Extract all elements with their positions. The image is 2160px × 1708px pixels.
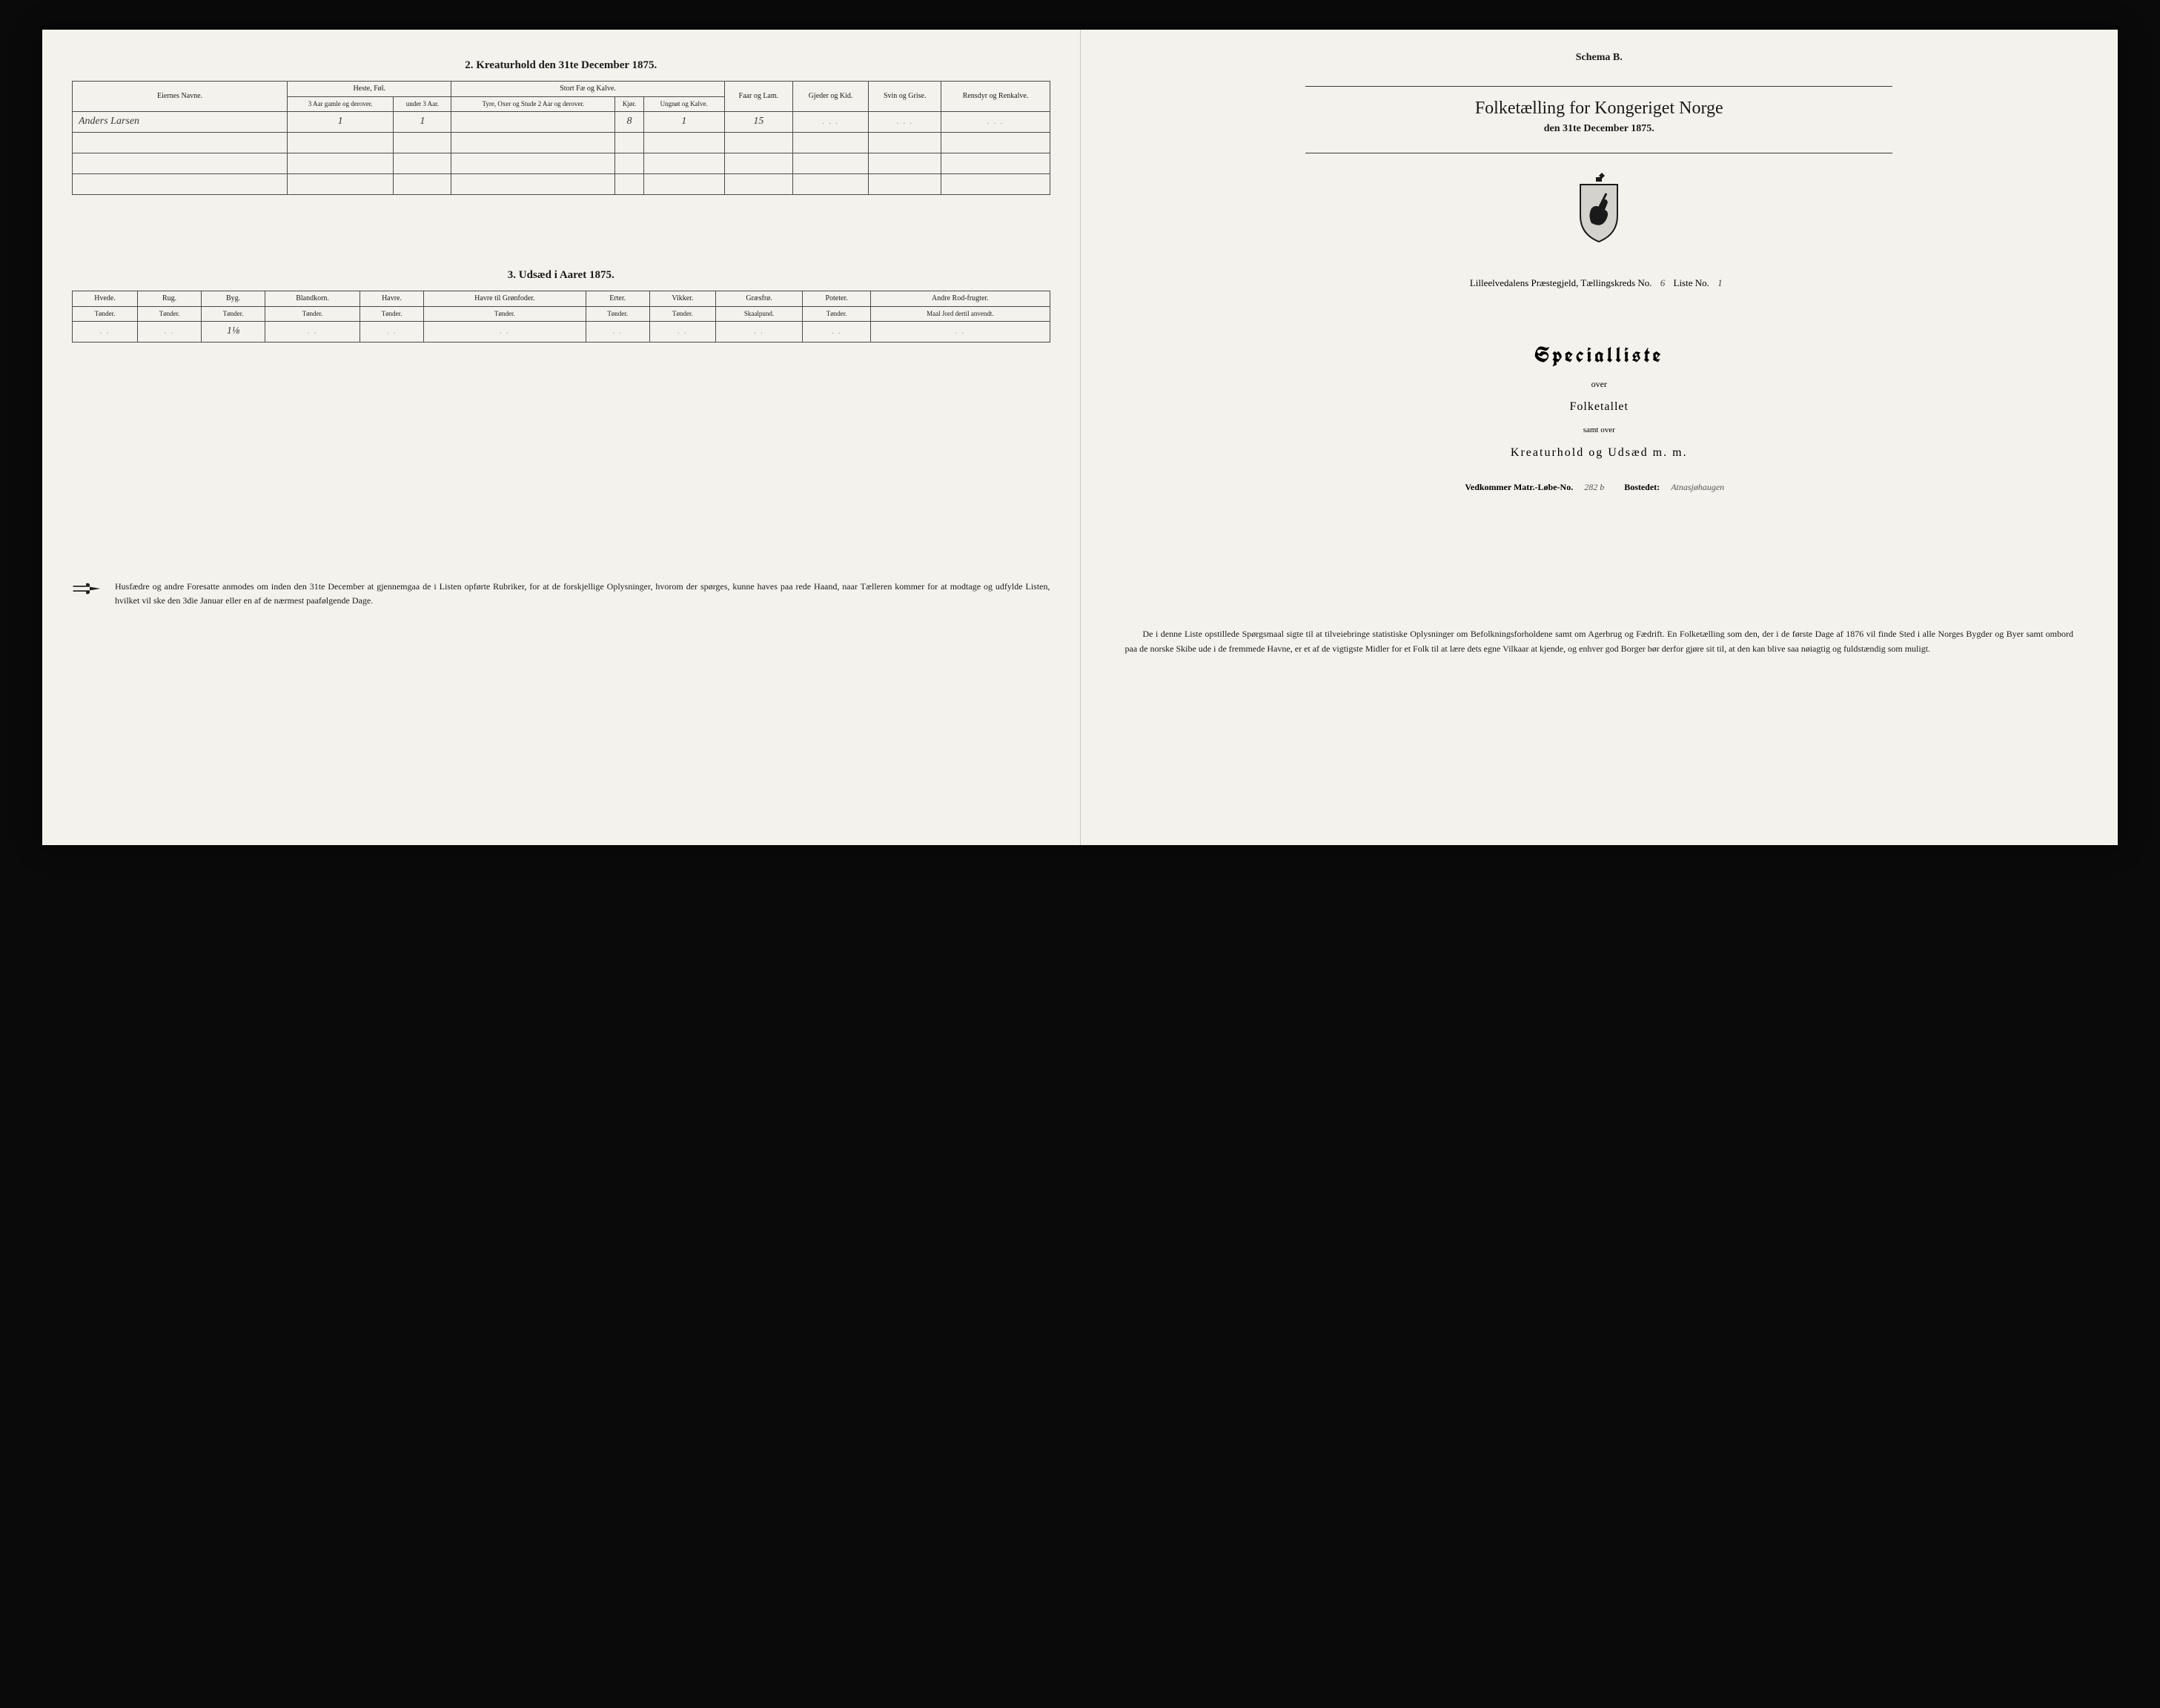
cell-byg: 1⅛: [202, 321, 265, 342]
unit-havre-gron: Tønder.: [424, 306, 586, 321]
specialliste-heading: Specialliste: [1110, 341, 2089, 368]
col-heste-a: 3 Aar gamle og derover.: [288, 97, 394, 112]
kreaturhold-table: Eiernes Navne. Heste, Føl. Stort Fæ og K…: [72, 81, 1050, 195]
cell-stort-a: [451, 111, 615, 132]
right-footer-text: De i denne Liste opstillede Spørgsmaal s…: [1110, 626, 2089, 657]
document-frame: 2. Kreaturhold den 31te December 1875. E…: [42, 30, 2118, 845]
kreds-no: 6: [1654, 277, 1672, 288]
col-graesfro: Græsfrø.: [716, 291, 803, 306]
unit-erter: Tønder.: [586, 306, 649, 321]
cell-stort-c: 1: [643, 111, 724, 132]
unit-havre: Tønder.: [360, 306, 424, 321]
col-stort-c: Ungnøt og Kalve.: [643, 97, 724, 112]
col-heste-b: under 3 Aar.: [394, 97, 451, 112]
col-faar: Faar og Lam.: [724, 82, 793, 112]
col-andre: Andre Rod-frugter.: [871, 291, 1050, 306]
cell: . .: [716, 321, 803, 342]
cell-heste-a: 1: [288, 111, 394, 132]
cell: . .: [73, 321, 138, 342]
unit-vikker: Tønder.: [649, 306, 715, 321]
cell: . .: [649, 321, 715, 342]
census-subtitle: den 31te December 1875.: [1110, 123, 2089, 135]
col-group-heste: Heste, Føl.: [288, 82, 451, 97]
parish-line: Lilleelvedalens Præstegjeld, Tællingskre…: [1110, 277, 2089, 289]
folketallet-label: Folketallet: [1110, 400, 2089, 414]
liste-label: Liste No.: [1674, 277, 1709, 288]
bostedet-value: Atnasjøhaugen: [1662, 482, 1733, 492]
unit-poteter: Tønder.: [802, 306, 870, 321]
unit-blandkorn: Tønder.: [265, 306, 360, 321]
schema-label: Schema B.: [1110, 52, 2089, 64]
left-footer-text: Husfædre og andre Foresatte anmodes om i…: [115, 580, 1050, 608]
col-stort-a: Tyre, Oxer og Stude 2 Aar og derover.: [451, 97, 615, 112]
col-stort-b: Kjør.: [615, 97, 644, 112]
col-hvede: Hvede.: [73, 291, 138, 306]
col-group-stort: Stort Fæ og Kalve.: [451, 82, 724, 97]
cell-stort-b: 8: [615, 111, 644, 132]
table3-title: 3. Udsæd i Aaret 1875.: [72, 269, 1050, 282]
pointing-hand-icon: [72, 580, 102, 598]
vedkommer-line: Vedkommer Matr.-Løbe-No. 282 b Bostedet:…: [1110, 482, 2089, 493]
col-erter: Erter.: [586, 291, 649, 306]
bostedet-label: Bostedet:: [1624, 482, 1660, 492]
cell-name: Anders Larsen: [73, 111, 288, 132]
cell-rensdyr: . . .: [941, 111, 1050, 132]
vedkommer-label: Vedkommer Matr.-Løbe-No.: [1465, 482, 1573, 492]
col-byg: Byg.: [202, 291, 265, 306]
parish-prefix: Lilleelvedalens Præstegjeld, Tællingskre…: [1470, 277, 1652, 288]
unit-byg: Tønder.: [202, 306, 265, 321]
unit-andre: Maal Jord dertil anvendt.: [871, 306, 1050, 321]
col-rensdyr: Rensdyr og Renkalve.: [941, 82, 1050, 112]
coat-of-arms-icon: [1569, 171, 1629, 245]
cell-svin: . . .: [868, 111, 941, 132]
col-gjeder: Gjeder og Kid.: [793, 82, 869, 112]
table-row: . . . . 1⅛ . . . . . . . . . . . . . . .…: [73, 321, 1050, 342]
table-row: Anders Larsen 1 1 8 1 15 . . . . . . . .…: [73, 111, 1050, 132]
col-havre-gron: Havre til Grønfoder.: [424, 291, 586, 306]
table-row: [73, 153, 1050, 173]
census-title: Folketælling for Kongeriget Norge: [1110, 99, 2089, 119]
cell: . .: [360, 321, 424, 342]
unit-graesfro: Skaalpund.: [716, 306, 803, 321]
col-poteter: Poteter.: [802, 291, 870, 306]
col-blandkorn: Blandkorn.: [265, 291, 360, 306]
matr-no: 282 b: [1575, 482, 1613, 492]
left-footer-note: Husfædre og andre Foresatte anmodes om i…: [72, 580, 1050, 608]
cell-gjeder: . . .: [793, 111, 869, 132]
unit-hvede: Tønder.: [73, 306, 138, 321]
col-rug: Rug.: [138, 291, 202, 306]
title-block: Folketælling for Kongeriget Norge den 31…: [1110, 86, 2089, 493]
cell-heste-b: 1: [394, 111, 451, 132]
cell-faar: 15: [724, 111, 793, 132]
cell: . .: [586, 321, 649, 342]
kreatur-line: Kreaturhold og Udsæd m. m.: [1110, 446, 2089, 460]
right-page: Schema B. Folketælling for Kongeriget No…: [1081, 30, 2118, 845]
liste-no: 1: [1712, 277, 1729, 288]
table2-title: 2. Kreaturhold den 31te December 1875.: [72, 59, 1050, 72]
table-row: [73, 173, 1050, 194]
cell: . .: [265, 321, 360, 342]
cell: . .: [138, 321, 202, 342]
cell: . .: [871, 321, 1050, 342]
col-havre: Havre.: [360, 291, 424, 306]
table-row: [73, 132, 1050, 153]
left-page: 2. Kreaturhold den 31te December 1875. E…: [42, 30, 1081, 845]
col-svin: Svin og Grise.: [868, 82, 941, 112]
rule-top: [1305, 86, 1892, 87]
cell: . .: [424, 321, 586, 342]
over-label: over: [1110, 379, 2089, 390]
unit-rug: Tønder.: [138, 306, 202, 321]
udsaed-table: Hvede. Rug. Byg. Blandkorn. Havre. Havre…: [72, 291, 1050, 342]
col-eiernes-navne: Eiernes Navne.: [73, 82, 288, 112]
samt-over-label: samt over: [1110, 426, 2089, 434]
col-vikker: Vikker.: [649, 291, 715, 306]
cell: . .: [802, 321, 870, 342]
